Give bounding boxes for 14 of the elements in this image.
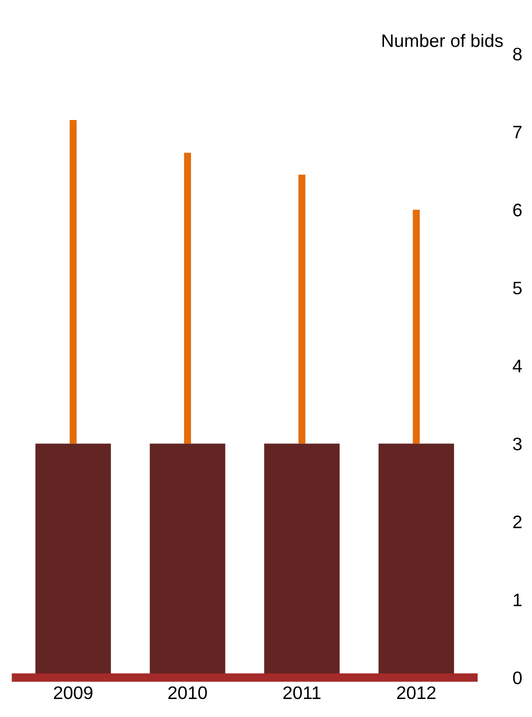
y-tick-label: 3	[513, 438, 522, 450]
x-tick-label: 2010	[168, 686, 207, 700]
y-tick-label: 1	[514, 594, 522, 606]
y-tick-label: 0	[513, 672, 522, 684]
y-axis-title: Number of bids	[382, 34, 503, 48]
x-tick-label: 2009	[54, 686, 92, 700]
y-tick-label: 7	[513, 126, 522, 138]
x-tick-label: 2011	[283, 686, 320, 700]
y-tick-label: 4	[512, 360, 522, 372]
y-tick-label: 6	[513, 204, 522, 216]
x-tick-label: 2012	[397, 686, 436, 700]
y-tick-label: 8	[513, 48, 522, 60]
y-tick-label: 5	[513, 282, 522, 294]
y-tick-label: 2	[513, 516, 522, 528]
